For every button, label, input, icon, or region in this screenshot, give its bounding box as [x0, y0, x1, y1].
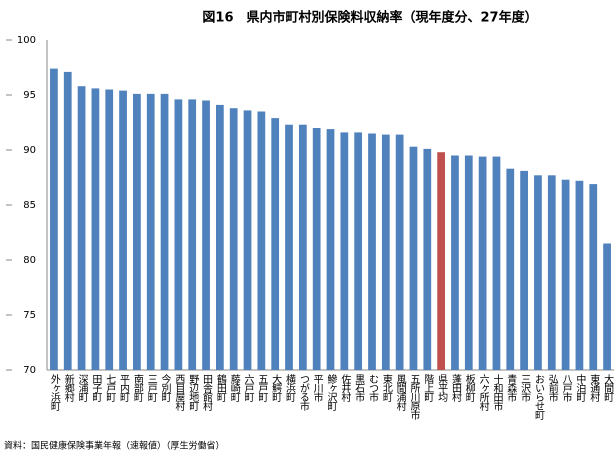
bar: [464, 155, 473, 370]
x-tick-label: 八戸市: [560, 374, 572, 403]
bar: [133, 93, 141, 371]
bar: [451, 155, 459, 370]
bar: [506, 168, 515, 370]
chart-title: 図16 県内市町村別保険料収納率（現年度分、27年度）: [202, 10, 537, 26]
bar: [340, 132, 349, 370]
x-tick-label: 三沢市: [519, 374, 531, 403]
bar: [77, 86, 86, 370]
x-tick-label: 鶴田町: [214, 373, 226, 402]
x-tick-label: むつ市: [366, 374, 378, 403]
bar: [174, 99, 183, 371]
x-tick-label: 六戸町: [242, 374, 254, 402]
x-tick-label: 藤崎町: [228, 374, 240, 402]
bar: [63, 71, 72, 371]
bar: [589, 184, 598, 370]
bar: [229, 108, 238, 370]
x-tick-label: 五戸町: [256, 374, 268, 402]
bar: [50, 68, 58, 370]
x-tick-label: 平内町: [118, 374, 130, 402]
x-tick-label: 七戸町: [104, 374, 116, 402]
y-tick-label: 75: [23, 310, 36, 321]
bar: [105, 89, 114, 370]
x-tick-label: 階上町: [422, 374, 434, 402]
bar: [409, 146, 418, 370]
bar: [326, 129, 335, 370]
bar: [492, 156, 501, 370]
bar: [395, 134, 404, 370]
bar: [202, 100, 210, 370]
x-tick-label: 南部町: [131, 373, 143, 402]
x-tick-label: 佐井村: [339, 374, 351, 402]
source-note: 資料：国民健康保険事業年報（速報値）（厚生労働省）: [4, 440, 225, 452]
bar: [354, 132, 363, 370]
x-tick-label: 平川市: [311, 374, 323, 403]
bar: [381, 134, 390, 370]
bar: [285, 124, 293, 370]
bar: [478, 156, 487, 370]
bar: [257, 111, 266, 370]
bar: [298, 124, 307, 370]
x-tick-label: 十和田市: [491, 373, 503, 412]
bar: [188, 99, 197, 371]
bar: [603, 243, 611, 370]
y-tick-label: 100: [17, 35, 36, 46]
bar: [119, 90, 127, 370]
bar: [271, 118, 280, 370]
bar: [575, 180, 584, 370]
y-tick-label: 70: [23, 365, 36, 376]
bar: [312, 128, 321, 370]
x-tick-label: 大間町: [602, 373, 614, 402]
x-tick-label: 三戸町: [145, 374, 157, 402]
x-tick-label: 新郷村: [62, 373, 74, 402]
x-tick-label: 青森市: [505, 373, 517, 403]
x-tick-label: 西目屋村: [173, 374, 185, 411]
x-tick-label: 県平均: [436, 374, 448, 403]
y-tick-label: 85: [23, 200, 36, 211]
y-tick-label: 90: [23, 145, 36, 156]
x-tick-label: 今別町: [159, 373, 171, 402]
x-tick-label: 弘前市: [546, 374, 558, 403]
x-tick-label: 東通村: [588, 373, 600, 402]
x-tick-label: 横浜町: [284, 373, 296, 402]
bar: [520, 170, 528, 370]
x-tick-label: 五所川原市: [408, 374, 420, 421]
x-tick-label: 東北町: [380, 373, 392, 402]
bar: [368, 133, 376, 370]
x-tick-label: 田舎館村: [201, 374, 213, 411]
x-tick-label: 田子町: [90, 374, 102, 402]
y-tick-label: 80: [23, 255, 36, 266]
x-tick-label: おいらせ町: [532, 374, 544, 420]
x-tick-label: 野辺地町: [187, 374, 199, 411]
bar: [423, 148, 432, 370]
x-tick-label: つがる市: [297, 374, 309, 412]
x-tick-label: 板柳町: [463, 373, 475, 402]
x-tick-label: 外ヶ浜町: [48, 374, 60, 411]
bar: [534, 175, 542, 370]
x-tick-label: 鰺ヶ沢町: [325, 373, 337, 411]
bar: [547, 175, 556, 370]
x-tick-label: 黒石市: [353, 374, 365, 403]
x-tick-label: 六ヶ所村: [477, 374, 489, 411]
x-tick-label: 風間浦村: [394, 374, 406, 411]
x-tick-label: 蓬田村: [449, 374, 461, 402]
bar: [146, 93, 155, 371]
bar: [243, 110, 252, 371]
bar: [215, 104, 224, 371]
y-tick-label: 95: [23, 90, 36, 101]
bar: [437, 152, 446, 370]
x-tick-label: 深浦町: [76, 374, 88, 402]
x-tick-label: 大鰐町: [270, 373, 282, 402]
bar: [91, 88, 100, 371]
bar: [561, 179, 570, 370]
bar: [160, 93, 169, 371]
x-tick-label: 中泊町: [574, 373, 586, 402]
